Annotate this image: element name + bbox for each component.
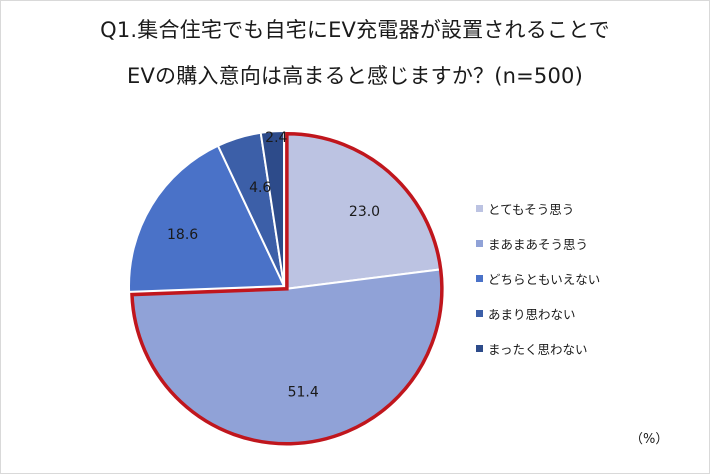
- highlight-outline: [130, 132, 444, 446]
- legend-swatch-1: [476, 240, 483, 247]
- legend-item-2: どちらともいえない: [476, 261, 600, 296]
- data-label-4: 2.4: [265, 130, 287, 146]
- legend-label-4: まったく思わない: [488, 342, 588, 357]
- legend-label-2: どちらともいえない: [488, 272, 601, 287]
- chart-title-line-1: Q1.集合住宅でも自宅にEV充電器が設置されることで: [100, 18, 610, 42]
- legend-item-4: まったく思わない: [476, 331, 600, 366]
- legend-swatch-4: [476, 345, 483, 352]
- data-label-2: 18.6: [167, 227, 198, 243]
- pie-slice-2: [128, 144, 286, 293]
- data-label-3: 4.6: [249, 180, 271, 196]
- chart-title-line-2: EVの購入意向は高まると感じますか？(n=500): [126, 64, 583, 88]
- legend-label-1: まあまあそう思う: [488, 237, 589, 252]
- legend: とてもそう思う まあまあそう思う どちらともいえない あまり思わない まったく思…: [476, 191, 600, 366]
- pie-slice-1: [130, 268, 443, 445]
- pie-slice-4: [259, 129, 285, 287]
- legend-label-3: あまり思わない: [488, 307, 576, 322]
- data-label-1: 51.4: [288, 385, 319, 401]
- unit-label: （%）: [630, 432, 669, 447]
- legend-item-0: とてもそう思う: [476, 191, 600, 226]
- legend-swatch-0: [476, 205, 483, 212]
- legend-swatch-2: [476, 275, 483, 282]
- legend-swatch-3: [476, 310, 483, 317]
- legend-item-1: まあまあそう思う: [476, 226, 600, 261]
- data-label-0: 23.0: [349, 204, 380, 220]
- legend-item-3: あまり思わない: [476, 296, 600, 331]
- legend-label-0: とてもそう思う: [488, 202, 575, 217]
